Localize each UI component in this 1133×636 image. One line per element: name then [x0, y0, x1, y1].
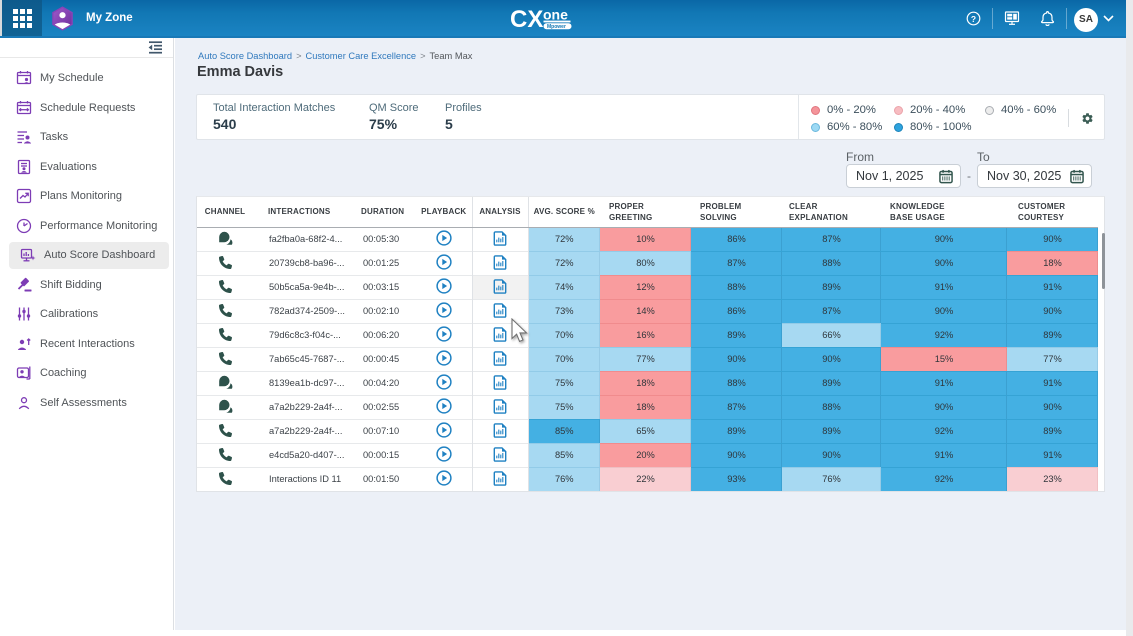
svg-text:Mpower: Mpower [547, 24, 566, 30]
svg-text:one: one [543, 8, 568, 23]
svg-text:CX: CX [511, 8, 543, 30]
svg-text:?: ? [970, 14, 975, 24]
